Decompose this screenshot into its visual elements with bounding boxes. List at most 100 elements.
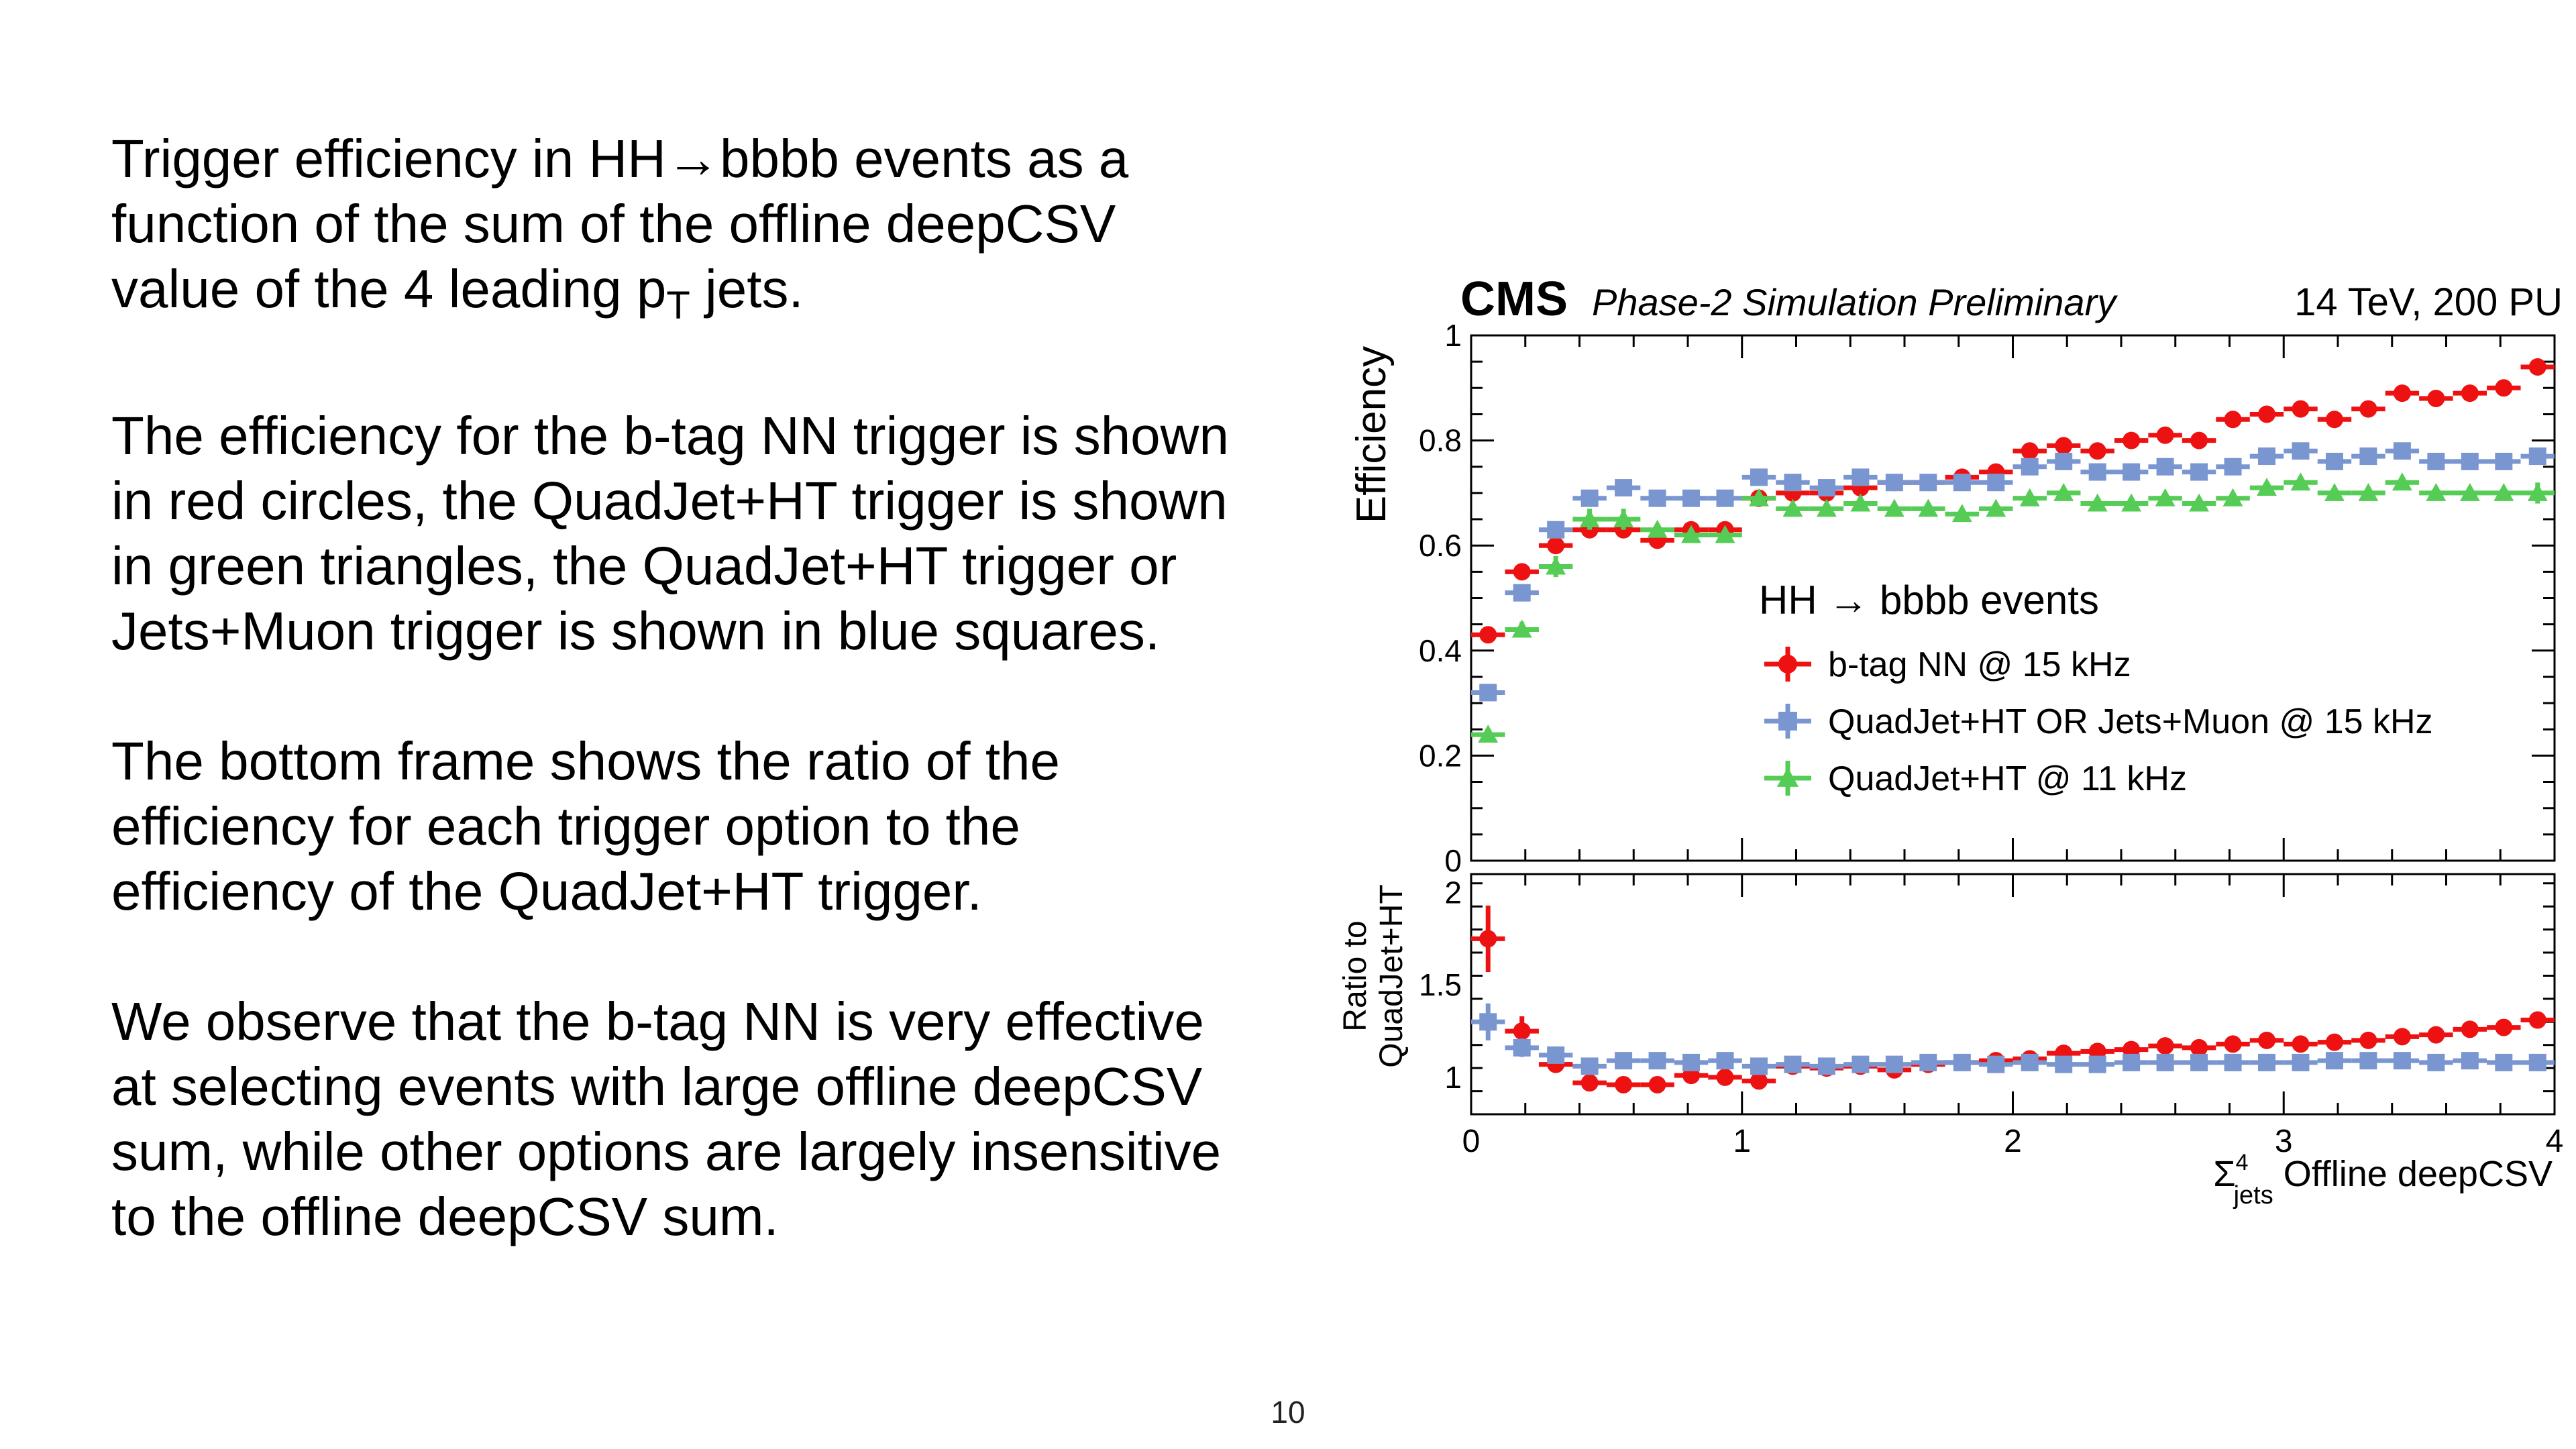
data-point (1479, 684, 1497, 702)
ratio-y-tick-label: 2 (1444, 875, 1462, 910)
data-point (2222, 488, 2243, 506)
data-point (2325, 1033, 2343, 1051)
data-point (2461, 1052, 2479, 1070)
ratio-panel: 0 1 2 3 411.52 (1419, 873, 2564, 1159)
data-point (1615, 479, 1633, 497)
data-point (2155, 488, 2176, 506)
data-point (1615, 1075, 1633, 1093)
data-point (1511, 619, 1532, 638)
legend-marker (1778, 655, 1797, 674)
data-point (2257, 478, 2277, 496)
data-point (2156, 1053, 2174, 1071)
data-point (2190, 1038, 2208, 1057)
data-point (2528, 447, 2546, 466)
ratio-series-2 (1471, 1003, 2555, 1075)
data-point (2359, 1031, 2377, 1049)
data-point (2324, 482, 2345, 501)
chart-subtitle: Phase-2 Simulation Preliminary (1592, 281, 2118, 323)
data-point (1648, 1052, 1666, 1070)
eff-y-tick-label: 0.2 (1419, 738, 1462, 773)
data-point (1479, 1013, 1497, 1031)
data-point (2461, 452, 2479, 470)
data-point (1918, 498, 1939, 517)
data-point (2495, 452, 2513, 470)
data-point (1750, 468, 1768, 486)
data-point (2156, 458, 2174, 476)
data-point (2121, 493, 2142, 512)
data-point (1784, 1055, 1802, 1073)
data-point (1547, 521, 1565, 539)
data-point (2258, 1053, 2276, 1071)
data-point (1579, 509, 1600, 528)
legend-label: QuadJet+HT OR Jets+Muon @ 15 kHz (1828, 702, 2433, 741)
data-point (2190, 431, 2208, 449)
paragraph-4: We observe that the b-tag NN is very eff… (111, 989, 1252, 1249)
data-point (2156, 1037, 2174, 1055)
data-point (2189, 493, 2210, 512)
x-axis-label-sigma: Σ (2213, 1154, 2235, 1194)
x-tick-label: 2 (2004, 1124, 2022, 1159)
data-point (2427, 452, 2445, 470)
data-point (2528, 1053, 2546, 1071)
data-point (2021, 1053, 2039, 1071)
legend-entry-1: b-tag NN @ 15 kHz (1764, 645, 2131, 684)
data-point (2224, 458, 2242, 476)
data-point (2427, 389, 2445, 407)
data-point (2088, 442, 2106, 460)
legend: HH → bbbb events b-tag NN @ 15 kHz QuadJe… (1759, 578, 2433, 798)
data-point (1919, 1053, 1937, 1071)
data-point (2393, 1052, 2411, 1070)
data-point (1885, 474, 1903, 492)
y-axis-label: Efficiency (1348, 346, 1395, 523)
data-point (2258, 405, 2276, 423)
data-point (1716, 1052, 1734, 1070)
data-point (1750, 1057, 1768, 1075)
x-tick-label: 1 (1733, 1124, 1751, 1159)
data-point (1987, 474, 2005, 492)
legend-marker (1776, 767, 1799, 787)
ratio-frame (1470, 873, 2556, 1116)
data-point (1580, 1074, 1599, 1092)
data-point (2224, 1053, 2242, 1071)
data-point (1682, 489, 1701, 507)
data-point (1479, 626, 1497, 644)
eff-y-tick-label: 0.8 (1419, 423, 1462, 458)
data-point (2088, 1055, 2106, 1073)
eff-y-tick-label: 0.4 (1419, 633, 1462, 668)
data-point (1513, 563, 1531, 581)
data-point (2156, 426, 2174, 444)
data-point (2021, 442, 2039, 460)
x-axis-label-superscript: 4 (2236, 1150, 2249, 1175)
data-point (1716, 1068, 1734, 1086)
data-point (1580, 1057, 1599, 1075)
paragraph-2-text: The efficiency for the b-tag NN trigger … (111, 406, 1229, 661)
data-point (1682, 1053, 1701, 1071)
data-point (2495, 1018, 2513, 1036)
paragraph-1-tail: jets. (690, 259, 804, 319)
data-point (1987, 1055, 2005, 1073)
pt-subscript: T (666, 284, 690, 327)
data-point (1546, 556, 1566, 575)
data-point (1513, 1022, 1531, 1040)
paragraph-3-text: The bottom frame shows the ratio of the … (111, 731, 1061, 921)
data-point (1986, 498, 2006, 517)
data-point (1479, 930, 1497, 948)
data-point (2123, 431, 2141, 449)
data-point (1749, 488, 1769, 506)
data-point (2359, 400, 2377, 418)
eff-series-2 (1471, 442, 2555, 702)
data-point (1816, 498, 1837, 517)
data-point (2527, 482, 2548, 501)
eff-y-tick-label: 1 (1444, 318, 1462, 353)
data-point (1715, 525, 1735, 543)
paragraph-1: Trigger efficiency in HH→bbbb events as … (111, 126, 1252, 338)
x-tick-label: 4 (2546, 1124, 2564, 1159)
data-point (1953, 474, 1971, 492)
data-point (2019, 488, 2040, 506)
data-point (2055, 437, 2073, 455)
data-point (2088, 463, 2106, 481)
x-tick-label: 3 (2275, 1124, 2293, 1159)
data-point (2493, 482, 2514, 501)
data-point (1817, 479, 1835, 497)
